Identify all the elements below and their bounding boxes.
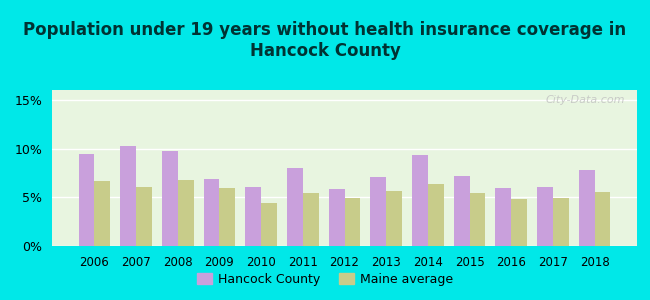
- Bar: [428, 184, 444, 246]
- Bar: [370, 177, 386, 246]
- Bar: [412, 155, 428, 246]
- Legend: Hancock County, Maine average: Hancock County, Maine average: [192, 268, 458, 291]
- Bar: [203, 179, 220, 246]
- Bar: [178, 180, 194, 246]
- Bar: [344, 198, 360, 246]
- Bar: [578, 170, 595, 246]
- Bar: [245, 187, 261, 246]
- Text: Population under 19 years without health insurance coverage in
Hancock County: Population under 19 years without health…: [23, 21, 627, 60]
- Bar: [261, 203, 277, 246]
- Bar: [329, 190, 344, 246]
- Bar: [136, 187, 152, 246]
- Bar: [511, 199, 527, 246]
- Bar: [79, 154, 94, 246]
- Bar: [220, 188, 235, 246]
- Bar: [537, 187, 553, 246]
- Bar: [553, 198, 569, 246]
- Text: City-Data.com: City-Data.com: [546, 95, 625, 105]
- Bar: [454, 176, 469, 246]
- Bar: [120, 146, 136, 246]
- Bar: [162, 152, 178, 246]
- Bar: [303, 193, 318, 246]
- Bar: [595, 192, 610, 246]
- Bar: [495, 188, 511, 246]
- Bar: [287, 168, 303, 246]
- Bar: [94, 181, 111, 246]
- Bar: [469, 193, 486, 246]
- Bar: [386, 191, 402, 246]
